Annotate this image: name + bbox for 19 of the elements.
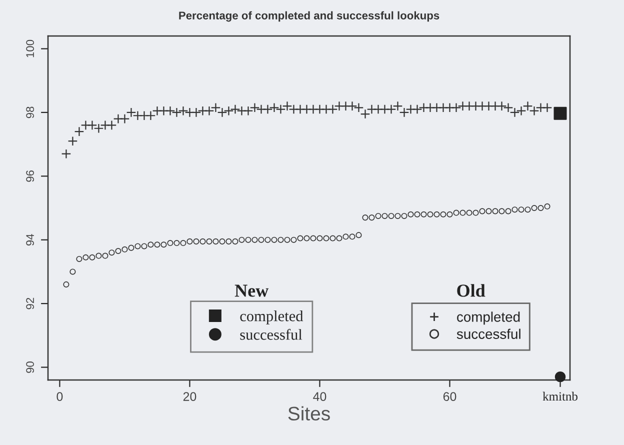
y-tick-label: 100 xyxy=(26,40,34,58)
y-tick-label: 94 xyxy=(26,234,34,246)
x-tick-label: 20 xyxy=(183,392,196,401)
legend-label: successful xyxy=(456,328,520,339)
y-tick-label: 92 xyxy=(26,298,34,310)
annotation: Old xyxy=(457,284,486,297)
x-tick-label: 0 xyxy=(56,392,63,401)
y-tick-label: 96 xyxy=(26,170,34,182)
y-tick-label: 98 xyxy=(26,106,34,118)
x-tick-label: kmitnb xyxy=(542,392,578,401)
legend-label: completed xyxy=(240,310,304,324)
legend-label: completed xyxy=(457,312,520,325)
x-axis-title: Sites xyxy=(288,406,330,421)
x-tick-label: 40 xyxy=(313,392,326,401)
y-tick-label: 90 xyxy=(26,362,34,373)
x-tick-label: 60 xyxy=(443,392,456,401)
annotation: New xyxy=(234,284,269,297)
chart-title: Percentage of completed and successful lookups xyxy=(179,11,440,22)
legend-label: successful xyxy=(240,328,302,340)
